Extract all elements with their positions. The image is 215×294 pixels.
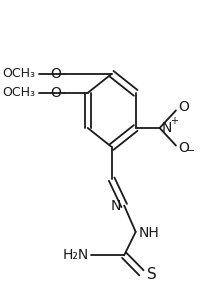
- Text: +: +: [170, 116, 178, 126]
- Text: H₂N: H₂N: [62, 248, 89, 262]
- Text: −: −: [186, 146, 195, 156]
- Text: OCH₃: OCH₃: [2, 86, 35, 99]
- Text: O: O: [178, 101, 189, 114]
- Text: S: S: [147, 267, 157, 282]
- Text: OCH₃: OCH₃: [2, 67, 35, 80]
- Text: N: N: [111, 198, 121, 213]
- Text: O: O: [50, 86, 61, 100]
- Text: O: O: [178, 141, 189, 155]
- Text: N: N: [162, 121, 172, 135]
- Text: O: O: [50, 67, 61, 81]
- Text: NH: NH: [139, 226, 160, 240]
